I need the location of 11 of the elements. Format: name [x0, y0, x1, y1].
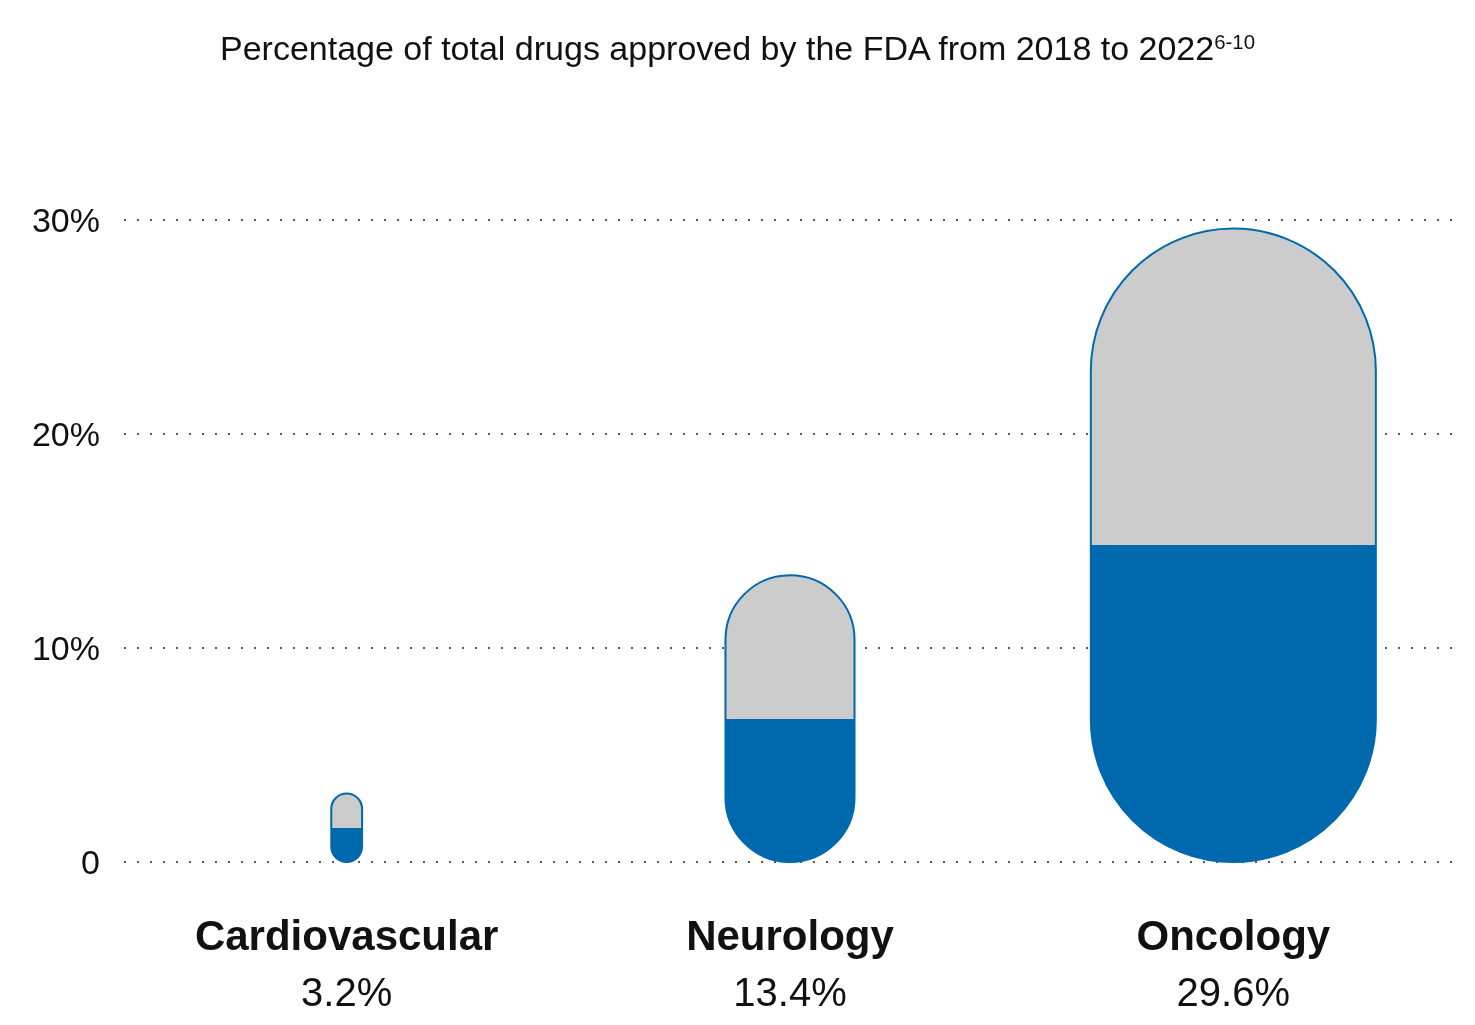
y-tick-label: 0 [81, 842, 100, 881]
data-label: 29.6% [1176, 970, 1291, 1014]
data-label: 3.2% [301, 970, 393, 1014]
x-tick-label: Cardiovascular [194, 912, 499, 959]
y-tick-label: 30% [31, 200, 100, 239]
x-tick-label: Oncology [1136, 912, 1331, 959]
data-label: 13.4% [733, 970, 847, 1014]
y-tick-label: 20% [31, 414, 100, 453]
chart-title: Percentage of total drugs approved by the FDA from 2018 to 2022$^{6-10}$ [220, 29, 1255, 67]
x-tick-label: Neurology [686, 912, 895, 959]
y-tick-label: 10% [31, 628, 100, 667]
